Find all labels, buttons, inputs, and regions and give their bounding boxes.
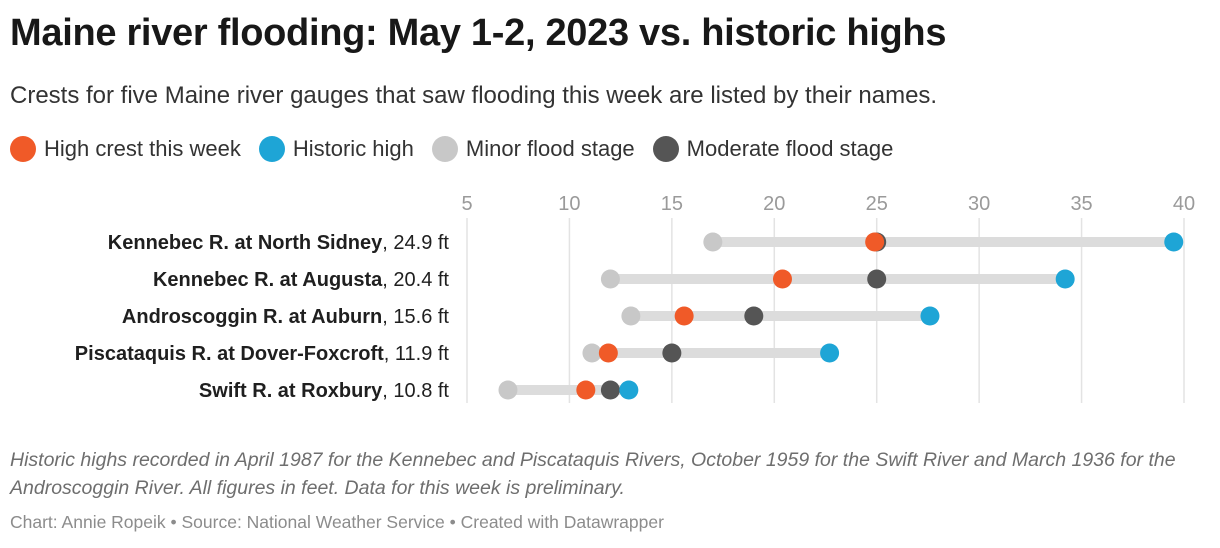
legend-item-crest: High crest this week <box>10 136 241 162</box>
dot-minor <box>582 343 602 363</box>
x-tick-label: 40 <box>1173 193 1195 215</box>
row-label: Kennebec R. at North Sidney, 24.9 ft <box>108 232 450 254</box>
row-label: Androscoggin R. at Auburn, 15.6 ft <box>122 306 450 328</box>
legend: High crest this week Historic high Minor… <box>10 136 911 162</box>
row-label-value: , 20.4 ft <box>382 269 449 291</box>
legend-label-crest: High crest this week <box>44 136 241 161</box>
dot-crest <box>598 343 618 363</box>
row-label-name: Androscoggin R. at Auburn <box>122 306 382 328</box>
dot-historic <box>920 306 940 326</box>
x-tick-label: 25 <box>866 193 888 215</box>
dot-historic <box>820 343 840 363</box>
row-label-name: Kennebec R. at Augusta <box>153 269 383 291</box>
row-label: Piscataquis R. at Dover-Foxcroft, 11.9 f… <box>75 343 450 365</box>
dot-minor <box>498 380 518 400</box>
dot-historic <box>619 380 639 400</box>
dot-minor <box>703 232 723 252</box>
dot-crest <box>865 232 885 252</box>
chart-title: Maine river flooding: May 1-2, 2023 vs. … <box>10 12 947 54</box>
dot-minor <box>600 269 620 289</box>
dot-crest <box>576 380 596 400</box>
x-tick-label: 35 <box>1070 193 1092 215</box>
x-tick-label: 15 <box>661 193 683 215</box>
range-dot-chart: 5 10 15 20 25 30 35 40 Kennebec R. at North Sidn… <box>75 193 1195 403</box>
chart-notes: Historic highs recorded in April 1987 fo… <box>10 449 1176 499</box>
legend-swatch-moderate <box>652 136 679 162</box>
x-tick-label: 30 <box>968 193 990 215</box>
row-label-name: Kennebec R. at North Sidney <box>108 232 383 254</box>
legend-label-historic: Historic high <box>292 136 414 161</box>
dot-moderate <box>867 269 887 289</box>
legend-item-historic: Historic high <box>258 136 414 162</box>
row-label-value: , 15.6 ft <box>382 306 449 328</box>
chart-subtitle: Crests for five Maine river gauges that … <box>10 82 938 109</box>
row-label: Swift R. at Roxbury, 10.8 ft <box>199 380 450 402</box>
dot-moderate <box>744 306 764 326</box>
row-label-value: , 11.9 ft <box>384 343 450 365</box>
row-label-name: Swift R. at Roxbury <box>199 380 383 402</box>
chart-credit: Chart: Annie Ropeik • Source: National W… <box>10 512 664 532</box>
legend-label-moderate: Moderate flood stage <box>686 136 894 161</box>
legend-item-moderate: Moderate flood stage <box>652 136 894 162</box>
legend-swatch-historic <box>258 136 285 162</box>
legend-swatch-crest <box>10 136 36 162</box>
legend-swatch-minor <box>431 136 458 162</box>
dot-historic <box>1164 232 1184 252</box>
dot-minor <box>621 306 641 326</box>
x-tick-label: 10 <box>558 193 580 215</box>
x-tick-label: 20 <box>763 193 785 215</box>
dot-crest <box>772 269 792 289</box>
row-label-value: , 24.9 ft <box>382 232 449 254</box>
x-tick-label: 5 <box>461 193 472 215</box>
dot-moderate <box>662 343 682 363</box>
row-label-name: Piscataquis R. at Dover-Foxcroft <box>75 343 384 365</box>
dot-crest <box>674 306 694 326</box>
row-label: Kennebec R. at Augusta, 20.4 ft <box>153 269 449 291</box>
legend-item-minor: Minor flood stage <box>431 136 635 162</box>
legend-label-minor: Minor flood stage <box>465 136 635 161</box>
row-label-value: , 10.8 ft <box>382 380 449 402</box>
dot-historic <box>1055 269 1075 289</box>
dot-moderate <box>600 380 620 400</box>
